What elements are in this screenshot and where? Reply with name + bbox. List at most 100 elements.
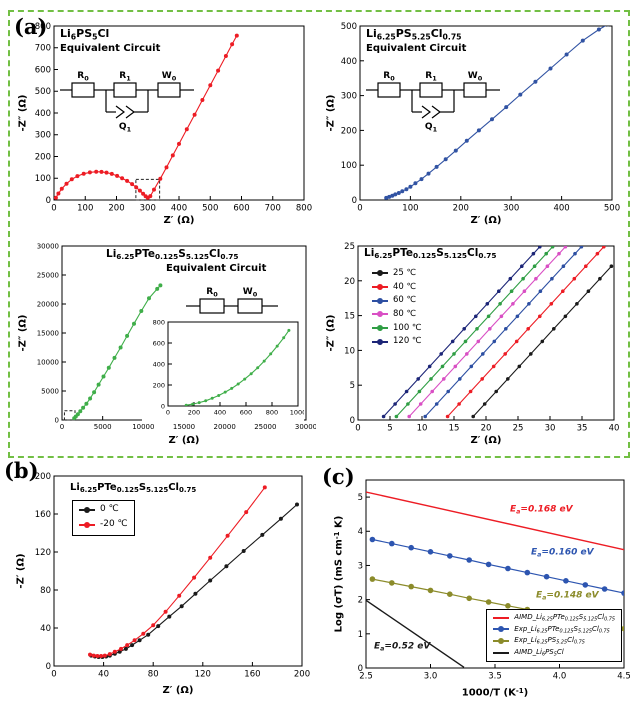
- legend-dotline-swatch: [493, 626, 510, 633]
- chart-a3-nyquist-li625pte-compound: 0 5000 10000 15000 20000 25000 30000 0 5000 10000…: [14, 238, 316, 450]
- svg-text:5000: 5000: [41, 387, 59, 395]
- legend-dotline-swatch: [493, 638, 510, 645]
- legend-dotline-swatch: [372, 311, 388, 318]
- svg-text:200: 200: [153, 381, 165, 389]
- panel-label-b: (b): [4, 458, 39, 483]
- svg-text:500: 500: [202, 204, 218, 214]
- svg-text:20000: 20000: [37, 300, 59, 308]
- svg-text:1: 1: [358, 630, 363, 640]
- equivalent-circuit-r-rq-w: R0 R1 W0 Q1: [60, 71, 194, 134]
- svg-text:300: 300: [341, 92, 357, 102]
- panel-label-c: (c): [322, 464, 355, 489]
- equivalent-circuit-r-rq-w: R0 R1 W0 Q1: [366, 71, 500, 134]
- legend-line-swatch: [493, 652, 510, 655]
- b-plot-canvas: 0 40 80 120 160 200 0 40 80 120 160 200: [35, 472, 310, 680]
- legend-item-label: Exp_Li6.25PTe0.125S5.125Cl0.75: [514, 624, 610, 634]
- legend-item: 0 ℃: [79, 503, 128, 518]
- svg-text:0: 0: [55, 416, 59, 424]
- legend-item-label: AIMD_Li6.25PTe0.125S5.125Cl0.75: [514, 612, 615, 623]
- b-title-0: Li6.25PTe0.125S5.125Cl0.75: [70, 482, 197, 495]
- a1-title-0: Li6PS5Cl: [60, 27, 110, 42]
- c-legend: AIMD_Li6.25PTe0.125S5.125Cl0.75 Exp_Li6.2…: [486, 608, 622, 662]
- svg-text:100: 100: [402, 204, 418, 214]
- legend-item: Exp_Li6.25PS5.25Cl0.75: [493, 635, 615, 647]
- svg-text:0: 0: [46, 196, 51, 206]
- svg-text:2: 2: [358, 596, 363, 606]
- svg-text:200: 200: [35, 472, 51, 482]
- svg-text:200: 200: [188, 409, 200, 417]
- svg-text:200: 200: [35, 152, 51, 162]
- a2-xlabel: Z′ (Ω): [470, 215, 502, 226]
- svg-text:400: 400: [171, 204, 187, 214]
- svg-text:80: 80: [148, 670, 159, 680]
- legend-item: -20 ℃: [79, 518, 128, 533]
- svg-text:400: 400: [35, 109, 51, 119]
- legend-item: 40 ℃: [372, 281, 421, 295]
- svg-text:0: 0: [51, 204, 56, 214]
- a2-ylabel: -Z″ (Ω): [325, 94, 337, 132]
- legend-item: 100 ℃: [372, 322, 421, 336]
- svg-text:30000: 30000: [295, 423, 316, 431]
- svg-text:200: 200: [341, 126, 357, 136]
- legend-item-label: Exp_Li6.25PS5.25Cl0.75: [514, 636, 585, 646]
- svg-text:200: 200: [453, 204, 469, 214]
- svg-text:25000: 25000: [37, 271, 59, 279]
- c-xlabel: 1000/T (K-1): [461, 687, 529, 699]
- legend-item: Exp_Li6.25PTe0.125S5.125Cl0.75: [493, 624, 615, 636]
- svg-text:3: 3: [358, 561, 363, 571]
- svg-text:10000: 10000: [132, 423, 154, 431]
- svg-text:0: 0: [60, 423, 64, 431]
- a4-legend: 25 ℃ 40 ℃ 60 ℃ 80 ℃ 100 ℃ 120 ℃: [366, 265, 427, 351]
- svg-text:700: 700: [35, 44, 51, 54]
- svg-text:10: 10: [417, 424, 428, 434]
- svg-text:0: 0: [161, 402, 165, 410]
- legend-item: 120 ℃: [372, 335, 421, 349]
- svg-text:500: 500: [341, 22, 357, 32]
- svg-text:15: 15: [449, 424, 460, 434]
- svg-text:600: 600: [35, 65, 51, 75]
- svg-text:30000: 30000: [37, 242, 59, 250]
- svg-text:800: 800: [266, 409, 278, 417]
- svg-text:80: 80: [40, 586, 51, 596]
- svg-text:0: 0: [358, 664, 363, 674]
- svg-text:20: 20: [481, 424, 492, 434]
- a4-title-0: Li6.25PTe0.125S5.125Cl0.75: [364, 247, 497, 261]
- a1-xlabel: Z′ (Ω): [163, 215, 195, 226]
- label-q1: Q1: [425, 122, 438, 132]
- svg-text:100: 100: [341, 161, 357, 171]
- label-r0: R0: [77, 71, 89, 83]
- svg-text:400: 400: [341, 57, 357, 67]
- svg-text:40: 40: [40, 624, 51, 634]
- svg-text:500: 500: [604, 204, 620, 214]
- svg-text:0: 0: [350, 416, 355, 426]
- a3-title-1: Equivalent Circuit: [166, 263, 267, 274]
- legend-item: 60 ℃: [372, 294, 421, 308]
- a4-plot-canvas: 0 5 10 15 20 25 30 35 40 0 5 10 15 20 25: [344, 242, 619, 434]
- svg-text:20: 20: [344, 277, 355, 287]
- legend-item-label: 25 ℃: [393, 268, 417, 278]
- svg-text:5000: 5000: [94, 423, 112, 431]
- legend-item-label: 60 ℃: [393, 295, 417, 306]
- svg-text:0: 0: [355, 424, 360, 434]
- chart-a1-nyquist-li6ps5cl: 0 100 200 300 400 500 600 700 800 0 100 200 300 400 50…: [14, 18, 316, 230]
- svg-text:15: 15: [344, 312, 355, 322]
- svg-text:5: 5: [387, 424, 392, 434]
- a4-ylabel: -Z″ (Ω): [325, 314, 337, 352]
- a1-ylabel: -Z″ (Ω): [17, 94, 29, 132]
- svg-text:25: 25: [344, 242, 355, 252]
- svg-text:300: 300: [35, 131, 51, 141]
- svg-text:800: 800: [296, 204, 312, 214]
- label-r1: R1: [425, 71, 437, 83]
- svg-text:600: 600: [153, 339, 165, 347]
- svg-text:20000: 20000: [214, 423, 236, 431]
- svg-text:160: 160: [35, 510, 51, 520]
- b-legend: 0 ℃ -20 ℃: [72, 500, 135, 536]
- a2-title-0: Li6.25PS5.25Cl0.75: [366, 27, 462, 42]
- svg-text:100: 100: [77, 204, 93, 214]
- legend-item-label: 120 ℃: [393, 336, 422, 347]
- legend-item-label: 80 ℃: [393, 308, 417, 319]
- svg-text:10: 10: [344, 346, 355, 356]
- svg-text:0: 0: [352, 196, 357, 206]
- svg-text:3.5: 3.5: [488, 672, 502, 682]
